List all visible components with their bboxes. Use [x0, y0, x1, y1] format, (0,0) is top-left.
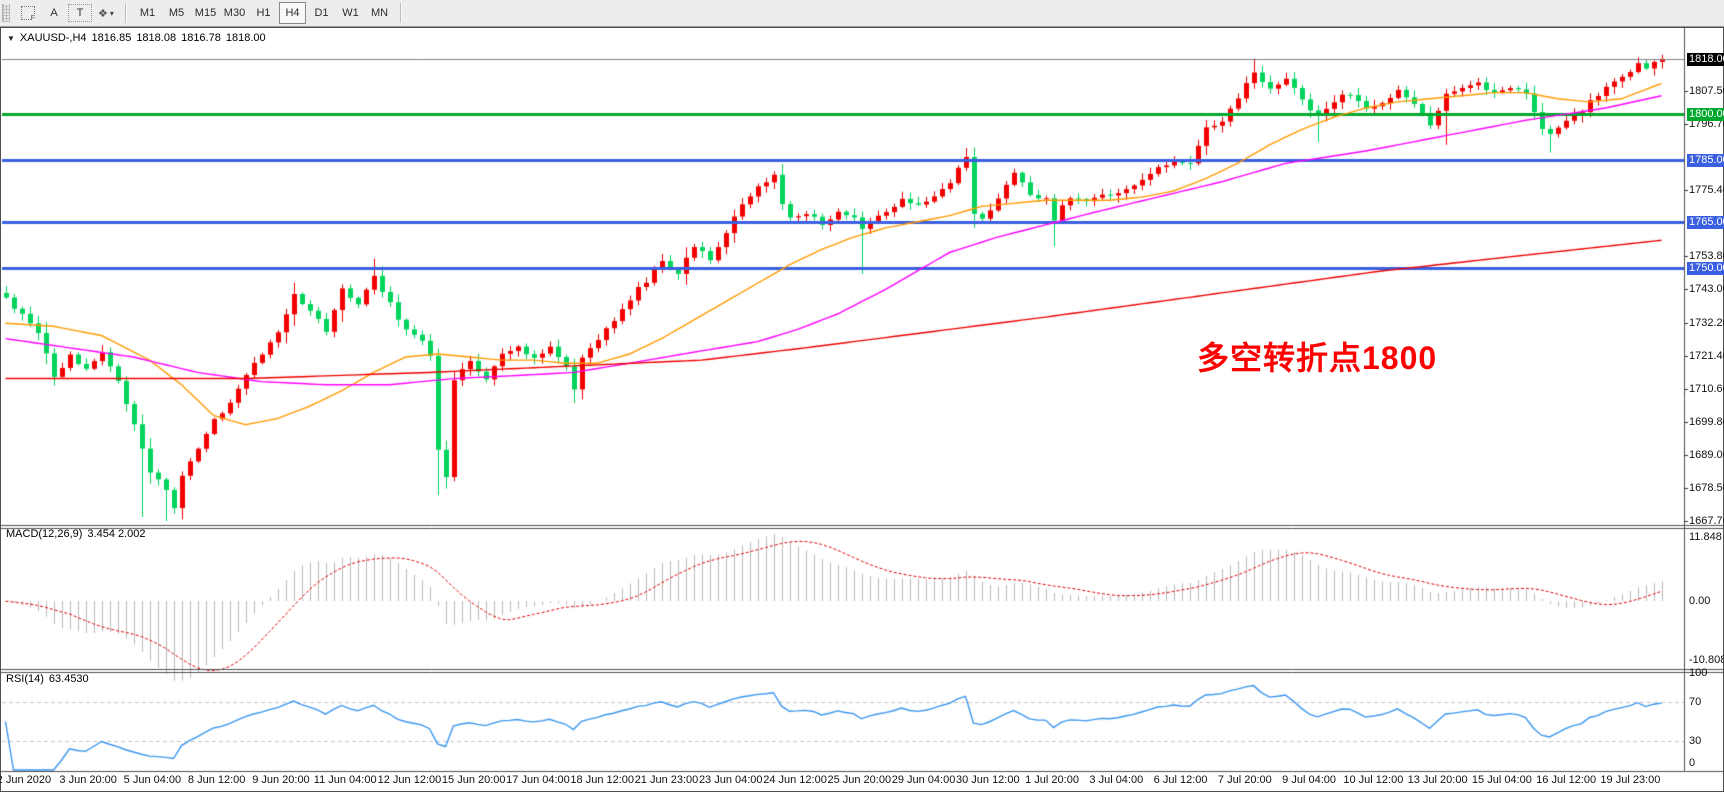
time-axis-label: 10 Jul 12:00: [1343, 774, 1404, 786]
time-axis-label: 15 Jul 04:00: [1471, 774, 1532, 786]
time-axis-label: 5 Jun 04:00: [123, 774, 182, 786]
level-price-label: 1785.00: [1687, 154, 1724, 167]
level-price-label: 1800.00: [1687, 108, 1724, 121]
price-axis-label: 1689.00: [1689, 449, 1724, 461]
time-axis-label: 30 Jun 12:00: [955, 774, 1020, 786]
time-axis-label: 19 Jul 23:00: [1600, 774, 1661, 786]
rsi-axis-label: 100: [1689, 667, 1708, 679]
chart-text-annotation: 多空转折点1800: [1197, 340, 1438, 376]
timeframe-button-m1[interactable]: M1: [139, 7, 156, 19]
rsi-indicator-label[interactable]: RSI(14) 63.4530: [6, 673, 89, 685]
timeframe-button-mn[interactable]: MN: [370, 7, 389, 19]
chart-window: ▼ XAUUSD-,H4 1816.85 1818.08 1816.78 181…: [0, 27, 1724, 792]
time-axis-label: 12 Jun 12:00: [377, 774, 442, 786]
time-axis-label: 17 Jun 04:00: [506, 774, 570, 786]
level-price-label: 1750.00: [1687, 262, 1724, 275]
timeframe-button-m30[interactable]: M30: [223, 7, 246, 19]
time-axis-label: 3 Jul 04:00: [1089, 774, 1144, 786]
price-axis-label: 1678.50: [1689, 482, 1724, 494]
price-axis-label: 1796.70: [1689, 118, 1724, 130]
time-axis-label: 7 Jul 20:00: [1217, 774, 1272, 786]
price-axis-label: 1721.40: [1689, 350, 1724, 362]
grid-glyph: F: [21, 6, 35, 22]
chevron-down-icon: ▾: [109, 8, 114, 18]
font-icon[interactable]: A: [42, 2, 66, 24]
time-axis-label: 16 Jul 12:00: [1536, 774, 1597, 786]
rsi-current-value: 63.4530: [48, 673, 89, 685]
time-axis-label: 15 Jun 20:00: [441, 774, 506, 786]
timeframe-button-h1[interactable]: H1: [256, 7, 271, 19]
price-axis-label: 1699.80: [1689, 416, 1724, 428]
ohlc-open: 1816.85: [91, 32, 132, 44]
symbol-name: XAUUSD-,H4: [19, 32, 87, 44]
macd-indicator-label[interactable]: MACD(12,26,9) 3.454 2.002: [6, 528, 146, 540]
text-glyph: T: [76, 7, 84, 19]
price-axis-label: 1710.60: [1689, 383, 1724, 395]
time-axis-label: 23 Jun 04:00: [698, 774, 763, 786]
text-box-icon[interactable]: T: [68, 4, 92, 22]
current-price-label: 1818.00: [1687, 53, 1724, 66]
timeframe-button-d1[interactable]: D1: [314, 7, 329, 19]
rsi-axis-label: 0: [1689, 757, 1696, 769]
time-axis-label: 18 Jun 12:00: [570, 774, 635, 786]
price-axis-label: 1732.20: [1689, 317, 1724, 329]
price-axis-label: 1743.00: [1689, 283, 1724, 295]
time-axis-label: 1 Jul 20:00: [1025, 774, 1079, 786]
drawing-tools-icon[interactable]: ❖ ▾: [94, 2, 118, 24]
time-axis-label: 21 Jun 23:00: [634, 774, 699, 786]
rsi-name: RSI(14): [6, 673, 44, 685]
price-axis-label: 1807.50: [1689, 85, 1724, 97]
macd-axis-label: 0.00: [1689, 595, 1711, 607]
macd-axis-label: -10.808: [1689, 654, 1724, 666]
timeframe-button-w1[interactable]: W1: [342, 7, 359, 19]
font-glyph: A: [50, 7, 58, 19]
rsi-axis-label: 70: [1689, 696, 1702, 708]
toolbar-separator: [400, 3, 402, 23]
time-axis-label: 13 Jul 20:00: [1407, 774, 1468, 786]
toolbar-drag-handle[interactable]: [2, 4, 10, 22]
timeframe-button-m15[interactable]: M15: [194, 7, 217, 19]
time-axis-label: 6 Jul 12:00: [1153, 774, 1208, 786]
ohlc-low: 1816.78: [181, 32, 221, 44]
timeframe-button-m5[interactable]: M5: [168, 7, 185, 19]
time-axis-label: 3 Jun 20:00: [59, 774, 117, 786]
time-axis-label: 24 Jun 12:00: [763, 774, 827, 786]
time-axis-label: 9 Jul 04:00: [1282, 774, 1337, 786]
toolbar: F A T ❖ ▾ M1 M5 M15 M30 H1 H4 D1 W1 MN: [0, 0, 1724, 27]
grid-f-icon[interactable]: F: [16, 2, 40, 24]
shapes-glyph: ❖: [98, 7, 108, 20]
toolbar-separator: [125, 3, 127, 23]
time-axis-label: 8 Jun 12:00: [187, 774, 246, 786]
symbol-header[interactable]: ▼ XAUUSD-,H4 1816.85 1818.08 1816.78 181…: [7, 32, 266, 44]
chart-canvas[interactable]: [1, 28, 1723, 791]
price-axis-label: 1667.70: [1689, 515, 1724, 527]
price-axis-label: 1753.80: [1689, 250, 1724, 262]
timeframe-button-h4[interactable]: H4: [279, 2, 306, 24]
rsi-axis-label: 30: [1689, 735, 1702, 747]
time-axis-label: 25 Jun 20:00: [827, 774, 892, 786]
macd-current-values: 3.454 2.002: [87, 528, 146, 540]
ohlc-close: 1818.00: [225, 32, 266, 44]
ohlc-high: 1818.08: [136, 32, 177, 44]
macd-axis-label: 11.848: [1689, 531, 1722, 543]
timeframe-button-group: M1 M5 M15 M30 H1 H4 D1 W1 MN: [133, 2, 394, 24]
time-axis-label: 29 Jun 04:00: [891, 774, 956, 786]
time-axis-label: 2 Jun 2020: [0, 774, 52, 786]
level-price-label: 1765.00: [1687, 216, 1724, 229]
time-axis-label: 9 Jun 20:00: [252, 774, 310, 786]
time-axis-label: 11 Jun 04:00: [313, 774, 377, 786]
macd-name: MACD(12,26,9): [6, 528, 83, 540]
price-axis-label: 1775.40: [1689, 184, 1724, 196]
chevron-down-icon: ▼: [7, 33, 15, 43]
